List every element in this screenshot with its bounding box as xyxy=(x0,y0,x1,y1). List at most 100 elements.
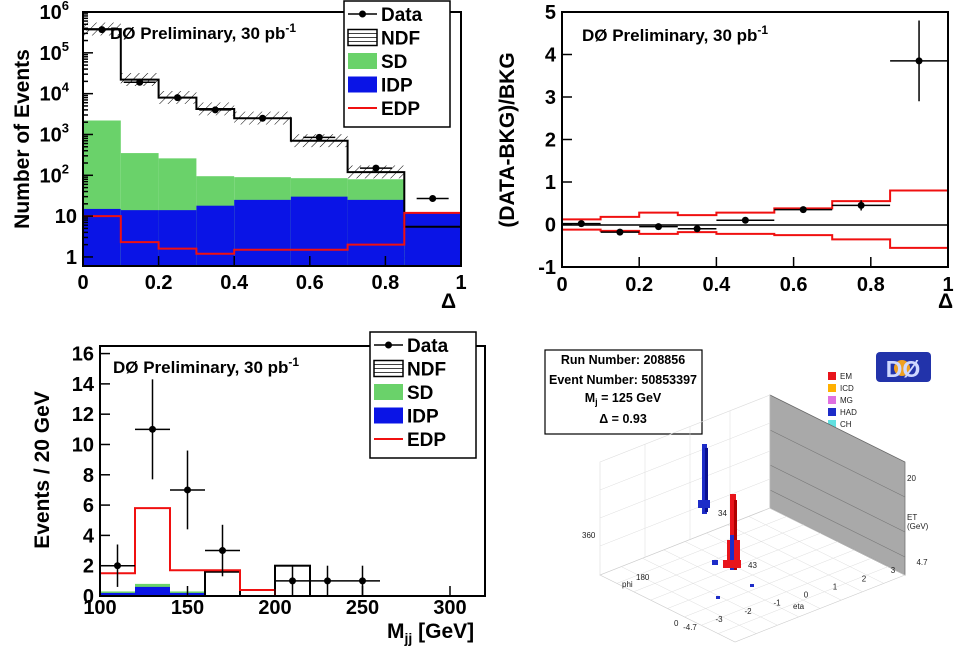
y-tick-label: 10 xyxy=(72,434,94,456)
x-tick-label: 0.6 xyxy=(296,272,324,294)
eta-tick-label: 0 xyxy=(804,591,809,600)
x-axis-label: Δ xyxy=(441,290,456,313)
y-tick-label: 0 xyxy=(83,586,94,608)
floor-grid-line xyxy=(748,516,884,584)
et-unit-label: (GeV) xyxy=(907,522,929,531)
ratio-point xyxy=(915,57,923,65)
ratio-point xyxy=(799,206,807,214)
ratio-point xyxy=(693,225,701,233)
y-tick-label: 8 xyxy=(83,465,94,487)
data-point xyxy=(211,106,219,114)
calo-legend-swatch-em xyxy=(828,372,836,380)
y-tick-label: 1 xyxy=(66,247,77,269)
legend-idp-swatch xyxy=(374,407,403,424)
idp-bar xyxy=(135,586,170,596)
delta-value: Δ = 0.93 xyxy=(599,412,647,426)
calo-legend-label-had: HAD xyxy=(840,408,857,417)
floor-grid-line xyxy=(684,549,855,618)
legend-label-data: Data xyxy=(407,336,449,357)
calo-legend-swatch-mg xyxy=(828,396,836,404)
data-point xyxy=(219,547,226,555)
floor-grid-line xyxy=(701,558,872,626)
idp-bar xyxy=(404,212,461,266)
y-tick-label: 106 xyxy=(40,0,69,24)
edp-line xyxy=(83,211,461,255)
x-tick-label: 300 xyxy=(433,597,466,619)
y-tick-label: 4 xyxy=(545,45,557,67)
x-tick-label: 0.8 xyxy=(857,274,885,296)
data-point xyxy=(114,562,121,570)
eta-tick-label: -3 xyxy=(715,615,723,624)
data-point xyxy=(174,94,181,102)
y-tick-label: 0 xyxy=(545,215,556,237)
event-display: DØ Run Number: 208856 Event Number: 5085… xyxy=(544,349,931,643)
y-tick-label: 2 xyxy=(545,130,556,152)
eta-tick-label: -4.7 xyxy=(683,623,697,632)
data-point xyxy=(324,577,331,585)
data-point xyxy=(259,114,267,122)
eta-tick-label: -2 xyxy=(744,607,752,616)
ratio-point xyxy=(655,223,662,231)
legend-label-idp: IDP xyxy=(407,407,439,428)
calo-legend-label-ch: CH xyxy=(840,420,852,429)
idp-bar xyxy=(347,199,405,266)
data-point xyxy=(136,78,144,86)
x-tick-label: 1 xyxy=(455,272,466,294)
ratio-point xyxy=(741,216,749,224)
data-point xyxy=(315,133,323,141)
eta-tick-label: 1 xyxy=(833,582,838,591)
x-tick-label: 0.8 xyxy=(371,272,399,294)
x-tick-label: 150 xyxy=(171,597,204,619)
legend-label-edp: EDP xyxy=(381,99,420,120)
mass-label: Mj = 125 GeV xyxy=(585,391,662,407)
idp-bar xyxy=(196,205,235,266)
x-tick-label: 0 xyxy=(556,274,567,296)
ratio-point xyxy=(577,220,585,228)
eta-tick-label: 3 xyxy=(891,566,896,575)
legend-data-marker xyxy=(359,10,366,18)
data-point xyxy=(149,425,156,433)
y-tick-label: 105 xyxy=(40,39,69,65)
data-point xyxy=(429,195,437,203)
data-point xyxy=(359,577,366,585)
y-axis-label: (DATA-BKG)/BKG xyxy=(496,52,519,227)
data-point xyxy=(98,26,106,34)
legend-label-sd: SD xyxy=(381,52,407,73)
jet2-et-label: 43 xyxy=(748,561,757,570)
calo-legend-swatch-ch xyxy=(828,420,836,428)
y-tick-label: 103 xyxy=(40,120,69,146)
event-number: Event Number: 50853397 xyxy=(549,373,697,387)
ratio-point xyxy=(616,228,624,236)
idp-bar xyxy=(158,210,197,266)
y-tick-label: 6 xyxy=(83,495,94,517)
mjj-panel: 100 150 200 250 300 0 2 4 6 8 10 12 14 16 DØ Prelimin… xyxy=(31,331,486,646)
y-tick-label: 2 xyxy=(83,556,94,578)
y-tick-label: 14 xyxy=(72,374,95,396)
data-point xyxy=(289,577,296,585)
data-point xyxy=(372,164,380,172)
legend-label-ndf: NDF xyxy=(407,360,446,381)
phi-min-label: 0 xyxy=(674,619,679,628)
floor-grid-line xyxy=(727,524,863,592)
jet1-et-label: 34 xyxy=(718,509,727,518)
legend-sd-swatch xyxy=(348,53,377,69)
ratio-point xyxy=(857,201,865,209)
eta-tick-label: -1 xyxy=(773,599,781,608)
legend-label-idp: IDP xyxy=(381,76,413,97)
x-tick-label: 100 xyxy=(83,597,116,619)
phi-mid-label: 180 xyxy=(636,573,650,582)
event-info-box xyxy=(544,349,703,435)
et-max-label: 20 xyxy=(907,474,916,483)
run-number: Run Number: 208856 xyxy=(561,353,685,367)
x-tick-label: 0.2 xyxy=(625,274,653,296)
jet-towers xyxy=(698,444,754,599)
legend-label-edp: EDP xyxy=(407,430,446,451)
eta-tick-labels: -4.7 -3 -2 -1 0 1 2 3 4.7 xyxy=(683,558,928,632)
x-axis-label: Δ xyxy=(938,290,953,313)
legend-label-sd: SD xyxy=(407,383,433,404)
legend-label-ndf: NDF xyxy=(381,29,420,50)
x-tick-label: 0.4 xyxy=(702,274,731,296)
x-tick-label: 0 xyxy=(77,272,88,294)
